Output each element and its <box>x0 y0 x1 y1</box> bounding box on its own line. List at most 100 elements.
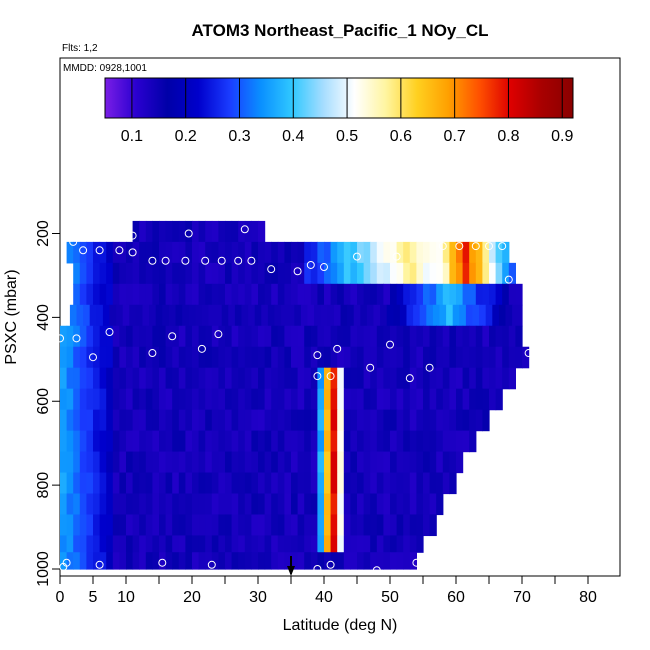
heatmap-cell <box>456 262 464 285</box>
heatmap-cell <box>337 409 345 432</box>
heatmap-cell <box>152 451 160 474</box>
heatmap-cell <box>462 430 470 453</box>
heatmap-cell <box>297 346 305 369</box>
heatmap-cell <box>185 430 193 453</box>
heatmap-cell <box>383 535 391 553</box>
heatmap-cell <box>416 514 424 537</box>
heatmap-cell <box>489 283 497 306</box>
heatmap-cell <box>205 262 213 285</box>
heatmap-cell <box>135 304 144 327</box>
heatmap-cell <box>258 262 266 285</box>
heatmap-cell <box>475 367 483 390</box>
heatmap-cell <box>152 283 160 306</box>
heatmap-cell <box>119 409 127 432</box>
heatmap-cell <box>376 451 384 474</box>
heatmap-cell <box>112 367 120 390</box>
heatmap-cell <box>159 388 167 411</box>
heatmap-cell <box>284 430 292 453</box>
heatmap-cell <box>291 325 299 348</box>
heatmap-cell <box>271 552 279 570</box>
heatmap-cell <box>343 493 351 516</box>
heatmap-cell <box>337 493 345 516</box>
heatmap-cell <box>383 283 391 306</box>
heatmap-cell <box>264 451 272 474</box>
heatmap-cell <box>350 451 358 474</box>
heatmap-cell <box>291 493 299 516</box>
heatmap-cell <box>396 430 404 453</box>
heatmap-cell <box>66 346 74 369</box>
heatmap-cell <box>238 472 246 495</box>
flight-point <box>240 225 249 234</box>
heatmap-cell <box>284 472 292 495</box>
heatmap-cell <box>86 409 94 432</box>
heatmap-cell <box>198 451 206 474</box>
heatmap-cell <box>139 409 147 432</box>
heatmap-cell <box>258 472 266 495</box>
heatmap-cell <box>251 283 259 306</box>
heatmap-cell <box>86 325 94 348</box>
heatmap-cell <box>264 430 272 453</box>
heatmap-cell <box>390 535 398 553</box>
flight-point <box>128 231 137 240</box>
heatmap-cell <box>330 552 338 570</box>
heatmap-cell <box>192 552 200 570</box>
heatmap-cell <box>350 388 358 411</box>
heatmap-cell <box>314 304 322 327</box>
heatmap-cell <box>238 325 246 348</box>
heatmap-cell <box>423 430 431 453</box>
colorbar-tick-label: 0.2 <box>175 128 197 145</box>
heatmap-cell <box>66 535 74 553</box>
heatmap-cell <box>370 535 378 553</box>
heatmap-cell <box>337 430 345 453</box>
heatmap-cell <box>244 325 252 348</box>
heatmap-cell <box>231 514 239 537</box>
heatmap-cell <box>343 472 351 495</box>
heatmap-cell <box>205 367 213 390</box>
heatmap-cell <box>271 472 279 495</box>
heatmap-cell <box>264 493 272 516</box>
heatmap-cell <box>508 325 516 348</box>
heatmap-cell <box>112 535 120 553</box>
heatmap-cell <box>238 514 246 537</box>
heatmap-cell <box>390 472 398 495</box>
heatmap-cell <box>429 451 437 474</box>
heatmap-cell <box>419 304 427 327</box>
heatmap-cell <box>304 325 312 348</box>
flights-label: Flts: 1,2 <box>62 43 98 54</box>
flight-point <box>72 334 81 343</box>
heatmap-cell <box>129 304 137 327</box>
heatmap-cell <box>119 388 127 411</box>
heatmap-cell <box>291 241 299 264</box>
heatmap-cell <box>192 409 200 432</box>
heatmap-cell <box>192 367 200 390</box>
heatmap-cell <box>145 493 153 516</box>
heatmap-cell <box>79 346 87 369</box>
heatmap-cell <box>390 367 398 390</box>
heatmap-cell <box>337 552 345 570</box>
heatmap-cell <box>79 514 87 537</box>
heatmap-cell <box>178 535 186 553</box>
heatmap-cell <box>119 430 127 453</box>
heatmap-cell <box>429 514 437 537</box>
heatmap-cell <box>502 283 510 306</box>
flight-point <box>326 372 335 381</box>
heatmap-cell <box>291 535 299 553</box>
heatmap-cell <box>271 262 279 285</box>
heatmap-cell <box>165 388 173 411</box>
heatmap-cell <box>284 262 292 285</box>
colorbar-tick-label: 0.3 <box>228 128 250 145</box>
heatmap-cell <box>284 493 292 516</box>
heatmap-cell <box>185 514 193 537</box>
heatmap-cell <box>271 514 279 537</box>
heatmap-cell <box>363 262 371 285</box>
heatmap-cell <box>462 409 470 432</box>
heatmap-cell <box>297 493 305 516</box>
heatmap-cell <box>449 325 457 348</box>
heatmap-cell <box>390 283 398 306</box>
heatmap-cell <box>106 472 114 495</box>
heatmap-cell <box>297 388 305 411</box>
heatmap-cell <box>357 388 365 411</box>
flight-point <box>471 242 480 251</box>
x-axis: 0 5 10 20 30 40 50 60 70 80 <box>56 575 620 606</box>
heatmap-cell <box>225 535 233 553</box>
